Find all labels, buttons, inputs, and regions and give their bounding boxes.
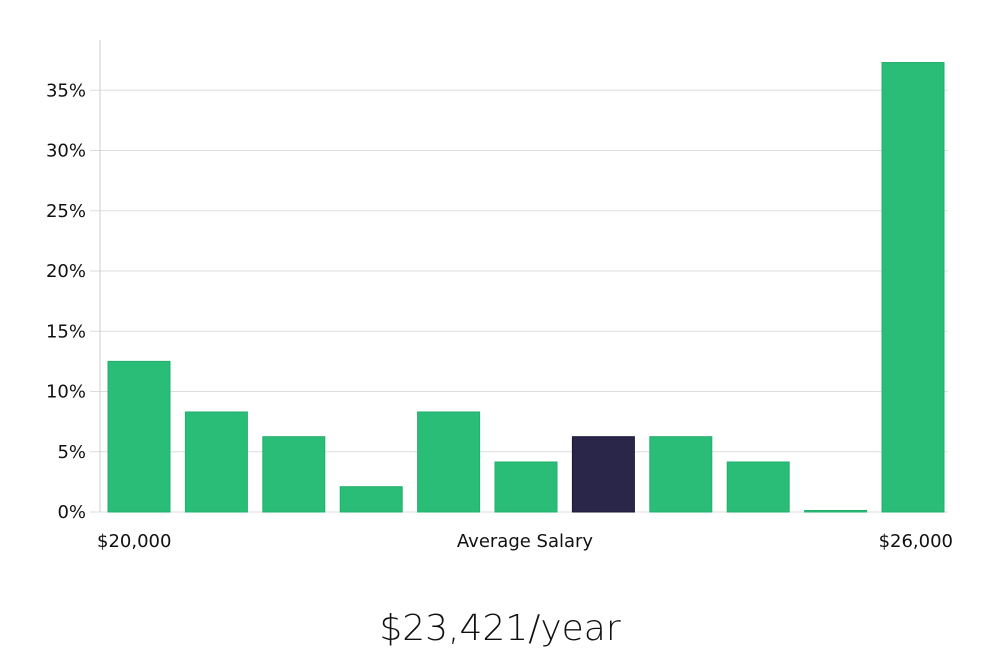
y-tick-label: 15% [46,321,86,342]
y-tick-label: 30% [46,141,86,162]
y-tick-label: 35% [46,80,86,101]
bars [107,62,945,513]
bar [881,62,945,513]
x-axis-right-label: $26,000 [879,531,953,552]
bar [726,461,790,513]
bar [494,461,558,513]
bar [804,510,868,513]
bar [339,486,403,513]
y-axis-ticks: 0% 5% 10% 15% 20% 25% 30% 35% [46,80,86,523]
bar [262,436,326,513]
y-tick-label: 10% [46,382,86,403]
bar [107,360,171,513]
salary-histogram-chart: 0% 5% 10% 15% 20% 25% 30% 35% $20,000 Average S… [46,40,953,552]
average-salary-value: $23,421/year [379,608,621,649]
bar [417,411,481,513]
bar [649,436,713,513]
y-tick-label: 25% [46,201,86,222]
x-axis-title: Average Salary [457,531,594,552]
y-tick-label: 20% [46,261,86,282]
y-tick-label: 5% [57,442,86,463]
bar [184,411,248,513]
y-tick-label: 0% [57,502,86,523]
bar-highlighted [571,436,635,513]
x-axis-left-label: $20,000 [97,531,171,552]
